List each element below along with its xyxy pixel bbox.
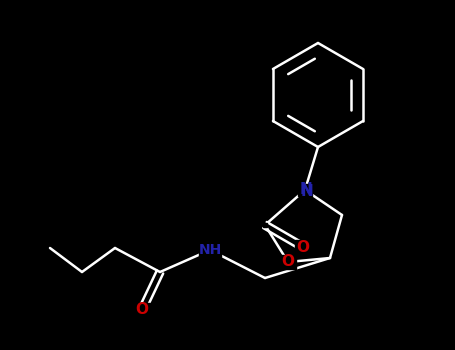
Bar — [134, 303, 150, 317]
Bar — [199, 243, 221, 257]
Text: NH: NH — [198, 243, 222, 257]
Text: N: N — [301, 183, 313, 198]
Bar — [298, 184, 312, 196]
Text: O: O — [282, 254, 294, 270]
Bar — [263, 223, 267, 227]
Bar — [295, 240, 311, 254]
Bar — [280, 255, 296, 269]
Text: N: N — [300, 182, 313, 197]
Text: O: O — [297, 239, 309, 254]
Text: O: O — [136, 302, 148, 317]
